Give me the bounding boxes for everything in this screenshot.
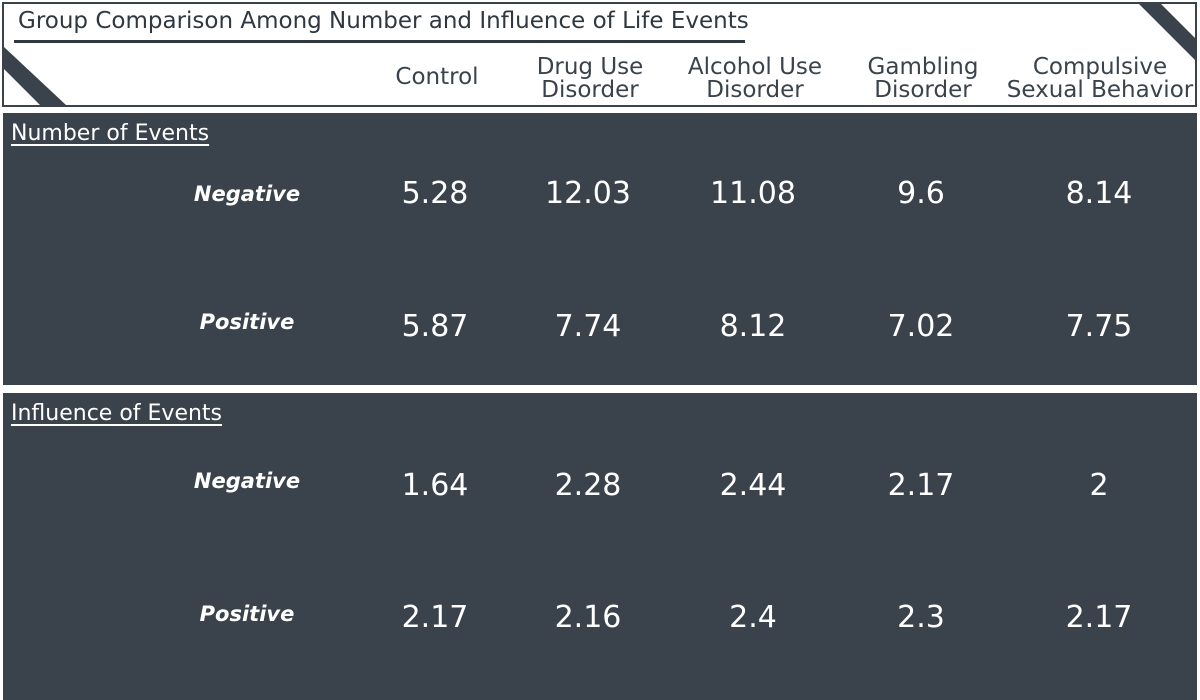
column-header-line: Alcohol Use xyxy=(687,54,823,80)
column-header-line: Control xyxy=(395,64,479,90)
column-header-line: Gambling xyxy=(867,54,979,80)
table-cell: 2.4 xyxy=(729,600,777,635)
section-influence-of-events: Influence of Events Negative 1.64 2.28 2… xyxy=(3,393,1197,700)
table-cell: 2.3 xyxy=(897,600,945,635)
table-cell: 8.14 xyxy=(1065,176,1133,211)
column-header-alcohol-use-disorder: Alcohol Use Disorder xyxy=(665,56,845,102)
table-cell: 8.12 xyxy=(719,309,787,344)
table-cell: 7.02 xyxy=(887,309,955,344)
row-label-negative: Negative xyxy=(193,469,301,493)
section-title: Number of Events xyxy=(11,121,210,146)
column-header-line: Compulsive xyxy=(1032,54,1168,80)
table-cell: 1.64 xyxy=(401,468,469,503)
table-cell: 2.17 xyxy=(887,468,955,503)
table-cell: 2 xyxy=(1089,468,1109,503)
table-cell: 2.17 xyxy=(1065,600,1133,635)
table-header: Group Comparison Among Number and Influe… xyxy=(2,2,1197,107)
column-header-line: Drug Use xyxy=(536,54,644,80)
column-header-line: Disorder xyxy=(541,77,639,103)
column-header-gambling-disorder: Gambling Disorder xyxy=(833,56,1013,102)
table-cell: 9.6 xyxy=(897,176,945,211)
table-cell: 5.87 xyxy=(401,309,469,344)
column-header-line: Disorder xyxy=(874,77,972,103)
table-cell: 7.75 xyxy=(1065,309,1133,344)
column-header-control: Control xyxy=(347,66,527,89)
column-header-compulsive-sexual-behavior: Compulsive Sexual Behavior xyxy=(1000,56,1200,102)
row-label-positive: Positive xyxy=(199,310,295,334)
table-cell: 2.28 xyxy=(554,468,622,503)
table-cell: 12.03 xyxy=(545,176,631,211)
table-cell: 5.28 xyxy=(401,176,469,211)
corner-decoration-top-right xyxy=(1139,4,1195,60)
column-header-drug-use-disorder: Drug Use Disorder xyxy=(500,56,680,102)
row-label-positive: Positive xyxy=(199,602,295,626)
section-title: Influence of Events xyxy=(11,401,223,426)
table-cell: 7.74 xyxy=(554,309,622,344)
title-underline xyxy=(14,40,745,43)
table-cell: 2.44 xyxy=(719,468,787,503)
table-cell: 2.17 xyxy=(401,600,469,635)
table-cell: 11.08 xyxy=(710,176,796,211)
section-number-of-events: Number of Events Negative 5.28 12.03 11.… xyxy=(3,113,1197,385)
table-cell: 2.16 xyxy=(554,600,622,635)
column-header-line: Disorder xyxy=(706,77,804,103)
table-title: Group Comparison Among Number and Influe… xyxy=(18,8,749,34)
column-header-line: Sexual Behavior xyxy=(1006,77,1194,103)
corner-decoration-bottom-left xyxy=(4,47,66,105)
row-label-negative: Negative xyxy=(193,182,301,206)
